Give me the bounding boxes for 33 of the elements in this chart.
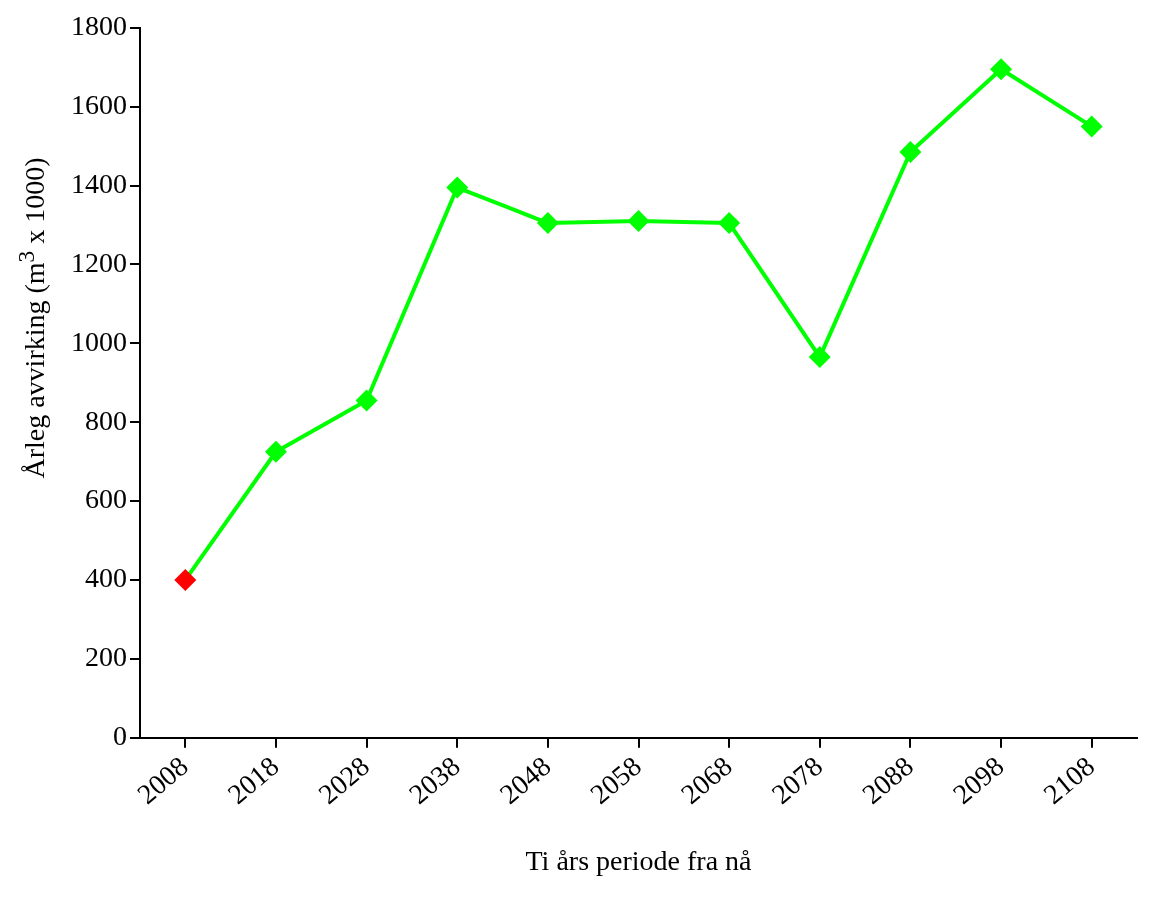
y-tick-label: 1200 [71, 246, 127, 278]
point [536, 212, 559, 235]
x-tick-label: 2048 [493, 750, 557, 810]
point [264, 440, 287, 463]
y-tick-label: 1800 [71, 10, 127, 42]
x-tick-label: 2098 [946, 750, 1010, 810]
x-tick-label: 2108 [1037, 750, 1101, 810]
point [899, 141, 922, 164]
y-tick-label: 800 [85, 404, 127, 436]
point [174, 568, 197, 591]
point [718, 212, 741, 235]
x-tick-label: 2008 [131, 750, 194, 810]
point [1080, 115, 1103, 138]
x-tick-label: 2068 [674, 750, 738, 810]
y-tick-label: 600 [85, 483, 127, 515]
x-tick-label: 2058 [584, 750, 648, 810]
x-tick-label: 2038 [403, 750, 466, 810]
y-tick-label: 1000 [71, 325, 127, 357]
point [808, 346, 831, 369]
x-tick-label: 2078 [765, 750, 829, 810]
y-tick-label: 400 [85, 562, 127, 594]
x-tick-label: 2028 [312, 750, 376, 810]
x-axis-title: Ti års periode fra nå [525, 844, 753, 876]
x-tick-label: 2088 [856, 750, 919, 810]
point [990, 58, 1013, 81]
y-tick-label: 200 [85, 641, 127, 673]
y-tick-label: 1400 [71, 167, 127, 199]
x-tick-label: 2018 [221, 750, 285, 810]
y-tick-label: 0 [113, 720, 127, 752]
y-tick-label: 1600 [71, 89, 127, 121]
point [446, 176, 469, 199]
point [355, 389, 378, 412]
point [627, 210, 650, 233]
